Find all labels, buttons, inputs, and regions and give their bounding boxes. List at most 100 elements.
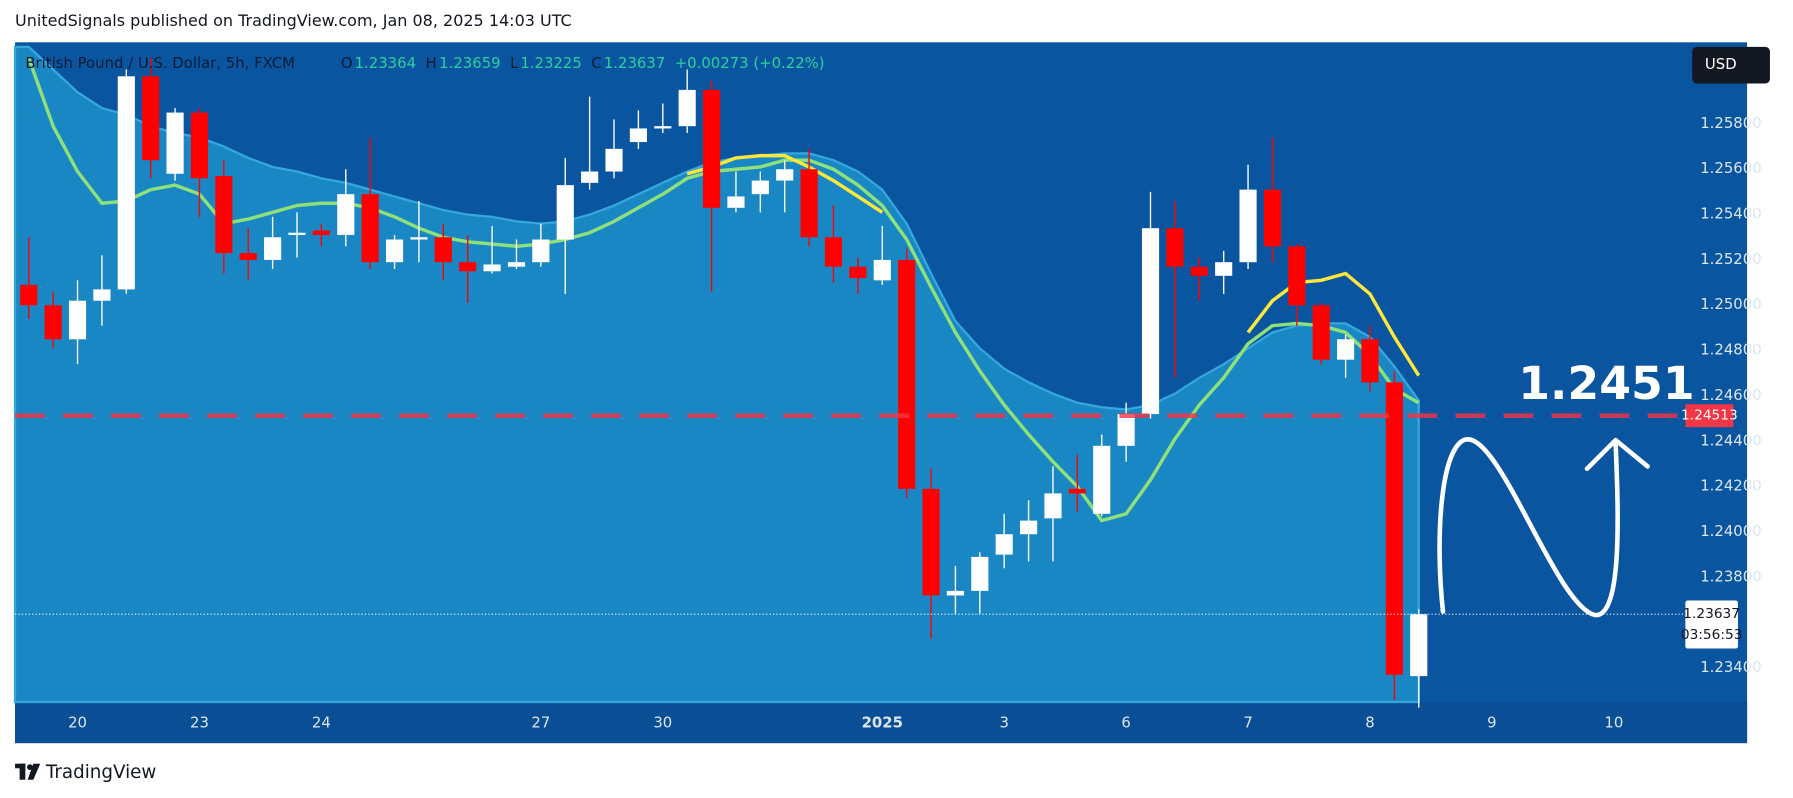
legend-close: 1.23637 (604, 54, 665, 72)
x-tick-label: 3 (999, 714, 1008, 732)
y-tick-label: 1.25400 (1700, 205, 1761, 223)
x-tick-label: 10 (1604, 714, 1623, 732)
candle-body (1044, 493, 1062, 519)
y-tick-label: 1.24600 (1700, 386, 1761, 404)
candle-body (776, 169, 794, 181)
y-tick-label: 1.25800 (1700, 114, 1761, 132)
candle-body (312, 230, 330, 235)
candle-body (44, 305, 62, 340)
bar-countdown: 03:56:53 (1681, 627, 1743, 643)
x-tick-label: 23 (190, 714, 209, 732)
candle-body (654, 126, 672, 129)
footer-brand: TradingView (45, 762, 157, 783)
drawn-arrow (1437, 437, 1650, 618)
candle-body (995, 534, 1013, 555)
candle-body (1312, 305, 1330, 360)
y-tick-label: 1.24000 (1700, 522, 1761, 540)
legend-low-key: L (510, 54, 519, 72)
candle-body (922, 488, 940, 596)
candle-body (410, 237, 428, 240)
symbol-title: British Pound / U.S. Dollar, 5h, FXCM (25, 54, 295, 72)
candle-body (1166, 228, 1184, 267)
candle-body (946, 590, 964, 596)
candle-body (385, 239, 404, 263)
y-tick-label: 1.25200 (1700, 250, 1761, 268)
candle-body (190, 112, 209, 179)
candle-body (556, 185, 574, 240)
footer-logo: TradingView (15, 762, 156, 783)
candle-body (824, 237, 843, 267)
candle-body (702, 89, 721, 208)
price-annotation: 1.2451 (1518, 357, 1694, 410)
candle-body (1263, 189, 1282, 247)
y-tick-label: 1.25000 (1700, 295, 1761, 313)
candle-body (1093, 445, 1111, 514)
candle-body (215, 176, 233, 254)
candle-body (1068, 488, 1086, 494)
candle-body (1361, 339, 1379, 383)
candle-body (800, 169, 818, 238)
legend-high: 1.23659 (439, 54, 500, 72)
logo-part (27, 763, 41, 780)
candle-body (1288, 246, 1306, 306)
candle-body (68, 300, 87, 340)
price-line-label: 1.24513 (1681, 408, 1738, 424)
legend-open-key: O (341, 54, 353, 72)
candle-body (971, 556, 989, 591)
last-price-tag (1685, 600, 1738, 649)
candle-body (93, 289, 111, 301)
candle-body (1385, 382, 1403, 675)
overlay-layer: 1.2451 British Pound / U.S. Dollar, 5h, … (15, 46, 1770, 732)
candle-body (581, 171, 599, 183)
x-tick-label: 2025 (862, 714, 903, 732)
legend-high-key: H (425, 54, 436, 72)
publish-header: UnitedSignals published on TradingView.c… (15, 11, 572, 30)
legend-close-key: C (591, 54, 601, 72)
y-tick-label: 1.23400 (1700, 658, 1761, 676)
x-tick-label: 30 (653, 714, 672, 732)
x-tick-label: 6 (1121, 714, 1130, 732)
candle-body (1141, 228, 1160, 415)
candle-body (142, 76, 160, 161)
legend-change: +0.00273 (+0.22%) (675, 54, 825, 72)
candle-body (483, 264, 501, 272)
candle-body (751, 180, 769, 195)
candle-body (532, 239, 550, 263)
candle-body (1117, 414, 1135, 446)
candle-layer (20, 58, 1428, 708)
candle-body (117, 76, 135, 290)
candle-body (1215, 262, 1233, 276)
candle-body (507, 262, 526, 267)
legend-low: 1.23225 (520, 54, 581, 72)
candle-body (898, 259, 916, 489)
candle-body (629, 128, 647, 143)
candle-body (264, 237, 282, 260)
y-tick-label: 1.25600 (1700, 159, 1761, 177)
x-tick-label: 9 (1487, 714, 1496, 732)
currency-button[interactable] (1692, 46, 1770, 84)
last-price-label: 1.23637 (1683, 606, 1740, 622)
x-tick-label: 20 (68, 714, 87, 732)
candle-body (873, 259, 891, 281)
price-line-tag (1685, 404, 1734, 428)
candle-body (288, 232, 306, 235)
candle-body (434, 237, 452, 263)
indicator-line (27, 57, 1420, 523)
legend-open: 1.23364 (355, 54, 416, 72)
currency-label[interactable]: USD (1705, 55, 1737, 73)
y-tick-label: 1.24200 (1700, 477, 1761, 495)
candle-body (239, 253, 257, 260)
x-tick-label: 8 (1365, 714, 1374, 732)
candle-body (361, 194, 379, 263)
x-tick-label: 24 (312, 714, 331, 732)
candle-body (20, 284, 38, 306)
candle-body (1020, 520, 1038, 535)
candle-body (166, 112, 184, 174)
y-tick-label: 1.24800 (1700, 341, 1761, 359)
y-tick-label: 1.24400 (1700, 431, 1761, 449)
candle-body (337, 194, 355, 235)
candle-body (678, 89, 696, 127)
candle-body (1190, 266, 1208, 276)
